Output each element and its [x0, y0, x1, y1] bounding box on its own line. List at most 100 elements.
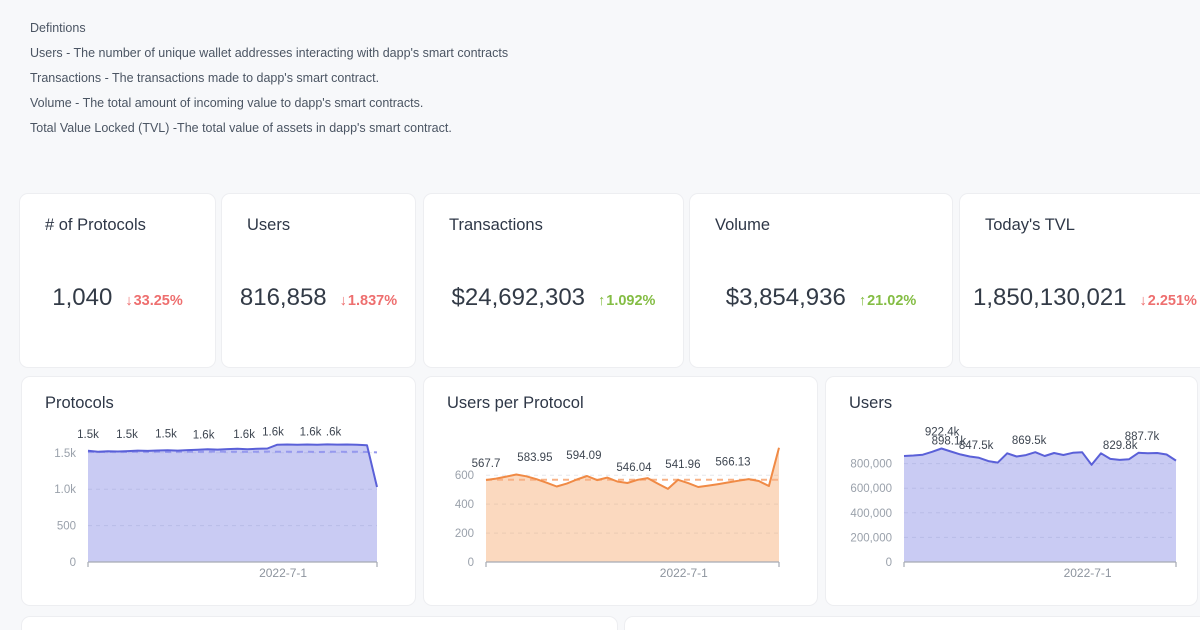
partial-card-right [625, 617, 1200, 630]
trend-arrow-icon: ↓ [339, 293, 347, 309]
x-axis-label: 2022-7-1 [1064, 566, 1112, 580]
point-labels: 567.7 583.95 594.09 546.04 541.96 566.13 [472, 450, 751, 474]
stat-title: Volume [715, 216, 771, 234]
stat-value-row: 1,850,130,021 ↓2.251% [960, 284, 1200, 312]
stat-card-tvl: Today's TVL 1,850,130,021 ↓2.251% [960, 194, 1200, 367]
svg-text:0: 0 [70, 557, 76, 569]
svg-text:1.5k: 1.5k [77, 429, 99, 441]
svg-text:869.5k: 869.5k [1012, 435, 1047, 447]
svg-text:500: 500 [57, 521, 76, 533]
area-fill [88, 444, 377, 562]
stat-change: 1.092% [606, 293, 656, 309]
svg-text:1.6k: 1.6k [300, 427, 322, 439]
svg-text:1.0k: 1.0k [54, 484, 76, 496]
y-axis-labels: 0 200 400 600 [455, 470, 474, 569]
area-fill [486, 447, 779, 562]
stat-card-users: Users 816,858 ↓1.837% [222, 194, 415, 367]
point-labels: 1.5k 1.5k 1.5k 1.6k 1.6k 1.6k 1.6k .6k [77, 427, 341, 442]
chart-title: Users [849, 394, 893, 412]
svg-text:1.5k: 1.5k [54, 448, 76, 460]
stat-value-row: 816,858 ↓1.837% [222, 284, 415, 312]
svg-text:0: 0 [886, 557, 892, 569]
stat-value-row: $24,692,303 ↑1.092% [424, 284, 683, 312]
svg-text:922.4k: 922.4k [925, 427, 960, 439]
chart-card-protocols: 0 500 1.0k 1.5k 2022-7-1 1.5k 1.5k 1.5k 1.6k 1.6k… [22, 377, 415, 605]
x-axis-label: 2022-7-1 [259, 566, 307, 580]
stat-card-volume: Volume $3,854,936 ↑21.02% [690, 194, 952, 367]
svg-text:887.7k: 887.7k [1125, 431, 1160, 443]
svg-text:0: 0 [468, 557, 474, 569]
definition-users: Users - The number of unique wallet addr… [30, 46, 509, 60]
definitions-title: Defintions [30, 21, 86, 35]
stat-value: $24,692,303 [451, 284, 586, 311]
gridlines [486, 474, 779, 534]
trend-arrow-icon: ↓ [1139, 293, 1147, 309]
x-axis [87, 561, 378, 567]
series-line [485, 447, 780, 490]
area-fill [904, 448, 1176, 562]
series-line [903, 447, 1177, 466]
stat-value: 1,040 [52, 284, 113, 311]
stat-change-badge: ↑21.02% [859, 293, 916, 309]
chart-title: Users per Protocol [447, 394, 584, 412]
y-axis-labels: 0 200,000 400,000 600,000 800,000 [850, 459, 892, 569]
svg-text:1.6k: 1.6k [262, 427, 284, 439]
stat-change-badge: ↓33.25% [125, 293, 182, 309]
svg-text:829.8k: 829.8k [1103, 440, 1138, 452]
stat-change: 2.251% [1147, 293, 1197, 309]
x-axis-label: 2022-7-1 [660, 566, 708, 580]
svg-text:583.95: 583.95 [517, 452, 552, 464]
stat-value-row: 1,040 ↓33.25% [20, 284, 215, 312]
stat-title: Users [247, 216, 291, 234]
svg-text:200: 200 [455, 528, 474, 540]
svg-text:567.7: 567.7 [472, 458, 501, 470]
definition-volume: Volume - The total amount of incoming va… [30, 96, 424, 110]
svg-text:400,000: 400,000 [850, 508, 892, 520]
users-chart-svg: 0 200,000 400,000 600,000 800,000 2022-7-1 922… [850, 427, 1177, 580]
stat-change: 1.837% [347, 293, 398, 309]
chart-card-users-per-protocol: 0 200 400 600 2022-7-1 567.7 583.95 594.09 546.0… [424, 377, 817, 605]
chart-card-users: 0 200,000 400,000 600,000 800,000 2022-7-1 922… [826, 377, 1197, 605]
svg-text:1.6k: 1.6k [233, 429, 255, 441]
svg-text:847.5k: 847.5k [959, 440, 994, 452]
stat-change: 33.25% [133, 293, 183, 309]
stat-value: $3,854,936 [725, 284, 846, 311]
svg-text:1.5k: 1.5k [116, 429, 138, 441]
stat-card-protocols: # of Protocols 1,040 ↓33.25% [20, 194, 215, 367]
svg-text:1.5k: 1.5k [155, 428, 177, 440]
stat-title: Transactions [449, 216, 543, 234]
svg-text:541.96: 541.96 [665, 459, 700, 471]
x-axis [485, 561, 780, 567]
partial-card-left [22, 617, 617, 630]
users-per-protocol-chart-svg: 0 200 400 600 2022-7-1 567.7 583.95 594.09 546.0… [455, 447, 780, 580]
x-axis [903, 561, 1177, 567]
stat-value-row: $3,854,936 ↑21.02% [690, 284, 952, 312]
comparison-line [87, 450, 378, 454]
y-axis-labels: 0 500 1.0k 1.5k [54, 448, 76, 569]
trend-arrow-icon: ↓ [125, 293, 133, 309]
stat-card-transactions: Transactions $24,692,303 ↑1.092% [424, 194, 683, 367]
svg-text:566.13: 566.13 [715, 456, 750, 468]
svg-text:1.6k: 1.6k [193, 429, 215, 441]
svg-text:898.1k: 898.1k [932, 436, 967, 448]
definition-transactions: Transactions - The transactions made to … [30, 71, 380, 85]
definition-tvl: Total Value Locked (TVL) -The total valu… [30, 121, 452, 135]
svg-text:800,000: 800,000 [850, 459, 892, 471]
svg-text:600: 600 [455, 470, 474, 482]
gridlines [904, 463, 1176, 538]
trend-arrow-icon: ↑ [858, 293, 867, 309]
stat-change-badge: ↓2.251% [1140, 293, 1197, 309]
svg-text:600,000: 600,000 [850, 483, 892, 495]
series-line [87, 443, 378, 488]
stat-title: Today's TVL [985, 216, 1075, 234]
svg-text:.6k: .6k [326, 427, 342, 439]
svg-text:546.04: 546.04 [616, 462, 652, 474]
chart-title: Protocols [45, 394, 114, 412]
stat-title: # of Protocols [45, 216, 146, 234]
gridlines [88, 452, 377, 527]
stat-value: 1,850,130,021 [973, 284, 1127, 311]
stat-value: 816,858 [239, 284, 327, 311]
